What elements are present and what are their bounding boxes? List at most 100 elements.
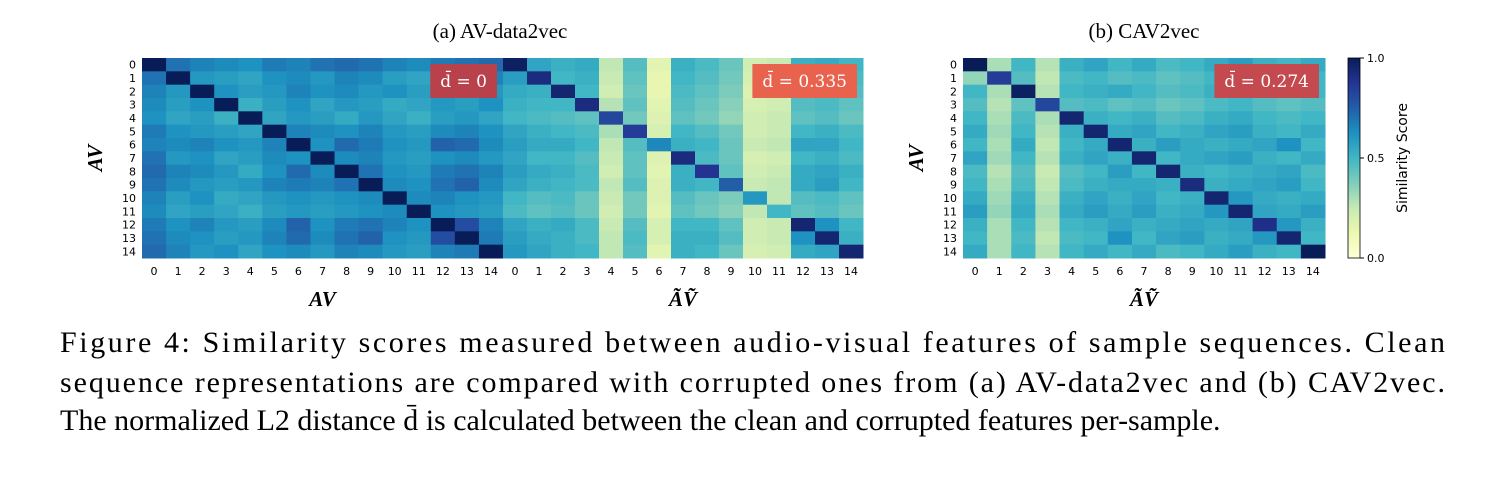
- x-tick-label: 10: [748, 265, 762, 278]
- annotation-box: [1214, 64, 1319, 98]
- heatmap-cell: [190, 151, 215, 166]
- heatmap-cell: [1156, 218, 1181, 232]
- heatmap-cell: [142, 71, 167, 86]
- heatmap-cell: [262, 191, 287, 206]
- heatmap-cell: [527, 151, 552, 166]
- heatmap-cell: [1035, 138, 1061, 152]
- heatmap-cell: [454, 164, 480, 179]
- heatmap-cell: [1156, 138, 1181, 152]
- heatmap-cell: [839, 191, 864, 206]
- heatmap-cell: [1035, 71, 1061, 86]
- colorbar-tick-label: 0.5: [1367, 152, 1385, 165]
- x-tick-label: 1: [996, 265, 1003, 278]
- heatmap-cell: [1131, 84, 1157, 99]
- heatmap-cell: [310, 138, 336, 152]
- heatmap-cell: [599, 138, 624, 152]
- heatmap-cell: [1083, 164, 1109, 179]
- heatmap-cell: [166, 71, 191, 86]
- heatmap-cell: [623, 164, 648, 179]
- heatmap-cell: [1180, 178, 1205, 192]
- heatmap-cell: [1107, 231, 1133, 246]
- heatmap-cell: [575, 84, 600, 99]
- heatmap-cell: [406, 138, 432, 152]
- heatmap-cell: [575, 138, 600, 152]
- x-tick-label: 8: [704, 265, 711, 278]
- heatmap-cell: [382, 164, 408, 179]
- heatmap-cell: [190, 191, 215, 206]
- heatmap-cell: [286, 191, 311, 206]
- heatmap-cell: [190, 58, 215, 72]
- heatmap-cell: [406, 111, 432, 126]
- heatmap-cell: [478, 151, 504, 166]
- annotation: d̄ = 0.335: [752, 64, 857, 98]
- heatmap-cell: [1059, 231, 1085, 246]
- heatmap-cell: [1252, 124, 1278, 139]
- heatmap-cell: [358, 124, 384, 139]
- heatmap-cell: [1011, 218, 1036, 232]
- heatmap-cell: [310, 124, 336, 139]
- heatmap-cell: [334, 244, 360, 259]
- x-tick-label: 6: [656, 265, 663, 278]
- x-tick-label: 14: [844, 265, 858, 278]
- heatmap-cell: [695, 151, 720, 166]
- y-tick-label: 8: [950, 165, 957, 178]
- x-tick-label: 2: [199, 265, 206, 278]
- heatmap-cell: [1156, 191, 1181, 206]
- heatmap-cell: [599, 191, 624, 206]
- heatmap-cell: [1131, 124, 1157, 139]
- heatmap-cell: [623, 98, 648, 112]
- heatmap-cell: [382, 71, 408, 86]
- heatmap-cell: [1276, 178, 1302, 192]
- heatmap-cell: [286, 164, 311, 179]
- heatmap-cell: [987, 191, 1012, 206]
- x-tick-label: 5: [271, 265, 278, 278]
- heatmap-cell: [430, 204, 456, 219]
- heatmap-cell: [430, 178, 456, 192]
- x-tick-label: 7: [680, 265, 687, 278]
- heatmap-cell: [358, 98, 384, 112]
- heatmap-cell: [1276, 138, 1302, 152]
- heatmap-cell: [551, 178, 576, 192]
- heatmap-cell: [551, 138, 576, 152]
- heatmap-cell: [695, 244, 720, 259]
- heatmap-cell: [1180, 98, 1205, 112]
- x-tick-label: 13: [820, 265, 834, 278]
- heatmap-cell: [767, 111, 792, 126]
- heatmap-cell: [815, 204, 840, 219]
- heatmap-cell: [1204, 151, 1229, 166]
- heatmap-cell: [647, 178, 672, 192]
- heatmap-cell: [286, 98, 311, 112]
- heatmap-cell: [478, 218, 504, 232]
- heatmap-cell: [647, 191, 672, 206]
- heatmap-cell: [503, 84, 528, 99]
- heatmap-cell: [503, 244, 528, 259]
- colorbar-tick-label: 1.0: [1367, 52, 1385, 65]
- heatmap-cell: [527, 98, 552, 112]
- heatmap-cell: [503, 218, 528, 232]
- colorbar: [1347, 57, 1361, 259]
- heatmap-cell: [767, 151, 792, 166]
- heatmap-cell: [142, 164, 167, 179]
- heatmap-cell: [1107, 124, 1133, 139]
- heatmap-cell: [1300, 138, 1326, 152]
- heatmap-cell: [1228, 151, 1254, 166]
- heatmap-cell: [382, 231, 408, 246]
- y-tick-label: 10: [943, 192, 957, 205]
- heatmap-cell: [382, 151, 408, 166]
- heatmap-cell: [599, 231, 624, 246]
- heatmap-cell: [262, 151, 287, 166]
- y-tick-label: 1: [950, 72, 957, 85]
- y-tick-label: 3: [950, 99, 957, 112]
- heatmap-cell: [599, 58, 624, 72]
- heatmap-cell: [1059, 98, 1085, 112]
- heatmap-cell: [334, 98, 360, 112]
- heatmap-cell: [1300, 231, 1326, 246]
- heatmap-cell: [1035, 244, 1061, 259]
- heatmap-cell: [334, 138, 360, 152]
- heatmap-cell: [575, 71, 600, 86]
- heatmap-cell: [791, 191, 816, 206]
- heatmap-cell: [1300, 204, 1326, 219]
- heatmap-cell: [286, 231, 311, 246]
- heatmap-cell: [1300, 218, 1326, 232]
- heatmap-cell: [1059, 244, 1085, 259]
